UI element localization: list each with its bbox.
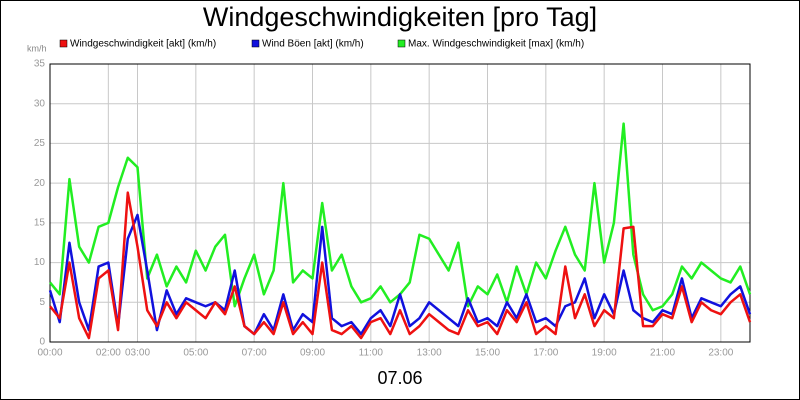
x-tick-label: 09:00 — [300, 348, 325, 359]
legend-label: Max. Windgeschwindigkeit [max] (km/h) — [408, 39, 584, 50]
x-axis-label: 07.06 — [377, 368, 422, 388]
legend-label: Wind Böen [akt] (km/h) — [262, 39, 364, 50]
y-tick-label: 35 — [34, 59, 46, 70]
x-tick-label: 23:00 — [708, 348, 733, 359]
legend-swatch — [251, 39, 260, 48]
y-axis-label: km/h — [27, 43, 47, 53]
chart-title: Windgeschwindigkeiten [pro Tag] — [203, 2, 597, 32]
y-tick-label: 30 — [34, 98, 46, 109]
x-tick-label: 13:00 — [417, 348, 442, 359]
y-tick-label: 25 — [34, 138, 46, 149]
x-tick-label: 00:00 — [37, 348, 62, 359]
x-tick-label: 03:00 — [125, 348, 150, 359]
y-tick-label: 15 — [34, 217, 46, 228]
legend-swatch — [59, 39, 68, 48]
y-tick-label: 10 — [34, 257, 46, 268]
plot-area — [50, 64, 750, 342]
series-line — [48, 213, 752, 336]
legend-label: Windgeschwindigkeit [akt] (km/h) — [70, 39, 216, 50]
x-tick-label: 21:00 — [650, 348, 675, 359]
x-tick-label: 19:00 — [592, 348, 617, 359]
x-tick-label: 17:00 — [533, 348, 558, 359]
x-tick-label: 05:00 — [183, 348, 208, 359]
x-tick-label: 15:00 — [475, 348, 500, 359]
y-tick-label: 0 — [39, 337, 45, 348]
y-tick-label: 20 — [34, 178, 46, 189]
x-tick-label: 07:00 — [242, 348, 267, 359]
x-tick-label: 02:00 — [96, 348, 121, 359]
legend-swatch — [397, 39, 406, 48]
y-tick-label: 5 — [39, 297, 45, 308]
plot-border — [49, 63, 751, 343]
series-line — [49, 191, 752, 340]
x-tick-label: 11:00 — [359, 348, 384, 359]
